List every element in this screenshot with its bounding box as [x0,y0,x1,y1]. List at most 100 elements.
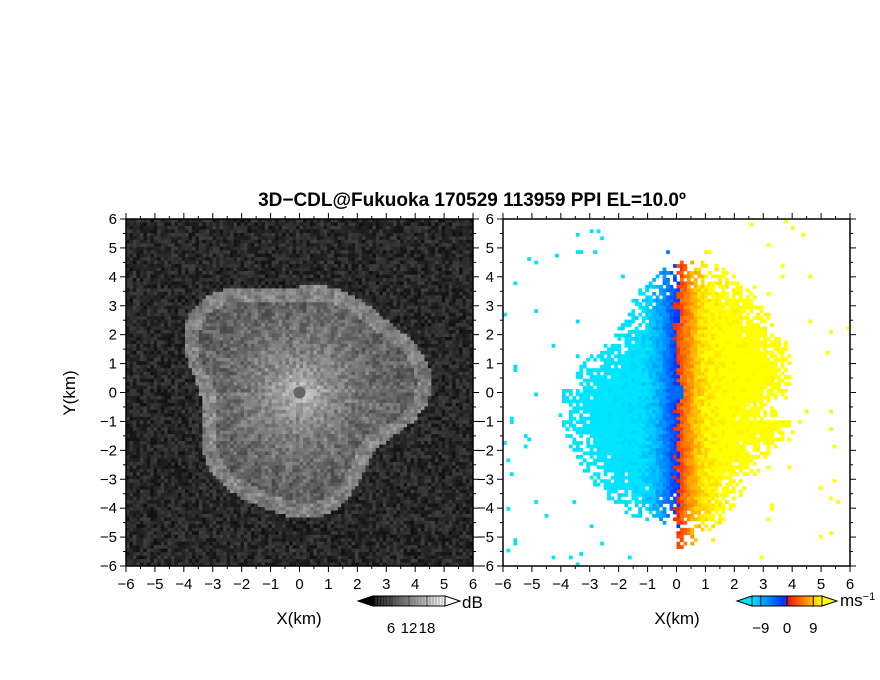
reflectivity-cell [296,253,300,258]
reflectivity-cell [146,357,151,362]
reflectivity-cell [275,489,279,494]
reflectivity-cell [247,548,252,553]
reflectivity-cell [195,552,200,556]
reflectivity-cell [296,326,300,331]
reflectivity-cell [216,434,220,438]
reflectivity-cell [146,524,151,529]
reflectivity-cell [216,309,220,313]
reflectivity-cell [268,448,273,452]
reflectivity-cell [205,222,210,227]
reflectivity-cell [226,527,231,532]
reflectivity-cell [261,302,266,307]
reflectivity-cell [257,503,262,508]
reflectivity-cell [198,500,203,504]
reflectivity-cell [240,444,245,449]
reflectivity-cell [250,395,255,400]
reflectivity-cell [153,441,158,445]
reflectivity-cell [143,340,148,345]
reflectivity-cell [129,385,134,390]
reflectivity-cell [129,378,134,383]
reflectivity-cell [184,482,189,487]
reflectivity-cell [146,395,151,400]
reflectivity-cell [219,517,224,522]
reflectivity-cell [198,409,203,414]
reflectivity-cell [250,510,255,515]
reflectivity-cell [240,507,245,511]
reflectivity-cell [264,524,269,529]
reflectivity-cell [188,347,193,352]
reflectivity-cell [254,340,259,345]
reflectivity-cell [240,302,245,307]
reflectivity-cell [198,503,203,508]
reflectivity-cell [243,305,248,310]
reflectivity-cell [136,295,141,300]
reflectivity-cell [191,534,196,539]
reflectivity-cell [261,541,266,546]
reflectivity-cell [237,364,241,369]
reflectivity-cell [240,420,245,425]
reflectivity-cell [296,531,300,536]
reflectivity-cell [275,423,279,428]
reflectivity-cell [275,444,279,449]
reflectivity-cell [195,482,200,487]
reflectivity-cell [209,340,214,345]
reflectivity-cell [202,559,207,563]
reflectivity-cell [184,291,189,296]
reflectivity-cell [167,409,172,414]
reflectivity-cell [237,357,241,362]
reflectivity-cell [153,451,158,456]
reflectivity-cell [247,500,252,504]
reflectivity-cell [157,513,161,518]
reflectivity-cell [240,385,245,390]
reflectivity-cell [164,385,168,390]
reflectivity-cell [233,326,238,331]
reflectivity-cell [226,323,231,327]
reflectivity-cell [129,552,134,556]
reflectivity-cell [243,219,248,223]
reflectivity-cell [164,468,168,473]
reflectivity-cell [230,264,234,268]
reflectivity-cell [205,336,210,341]
reflectivity-cell [268,493,273,497]
reflectivity-cell [257,336,262,341]
reflectivity-cell [278,232,283,237]
reflectivity-cell [205,298,210,303]
reflectivity-cell [178,288,182,293]
reflectivity-cell [292,357,297,362]
reflectivity-cell [143,555,148,560]
reflectivity-cell [157,482,161,487]
reflectivity-cell [285,468,290,473]
reflectivity-cell [167,350,172,355]
reflectivity-cell [188,295,193,300]
reflectivity-cell [188,434,193,438]
reflectivity-cell [136,430,141,435]
reflectivity-cell [164,222,168,227]
reflectivity-cell [181,559,186,563]
reflectivity-cell [167,423,172,428]
reflectivity-cell [282,461,286,466]
reflectivity-cell [184,305,189,310]
reflectivity-cell [195,229,200,234]
reflectivity-cell [240,354,245,359]
reflectivity-cell [160,312,165,317]
reflectivity-cell [160,385,165,390]
reflectivity-cell [292,333,297,338]
reflectivity-cell [157,465,161,470]
reflectivity-cell [181,253,186,258]
reflectivity-cell [126,253,130,258]
reflectivity-cell [160,246,165,251]
reflectivity-cell [136,350,141,355]
reflectivity-cell [233,552,238,556]
reflectivity-cell [157,239,161,244]
reflectivity-cell [219,552,224,556]
reflectivity-cell [153,361,158,366]
reflectivity-cell [254,486,259,490]
reflectivity-cell [126,284,130,289]
reflectivity-cell [257,267,262,272]
reflectivity-cell [278,465,283,470]
reflectivity-cell [157,423,161,428]
reflectivity-cell [164,437,168,442]
reflectivity-cell [178,395,182,400]
reflectivity-cell [289,454,293,459]
reflectivity-cell [278,534,283,539]
